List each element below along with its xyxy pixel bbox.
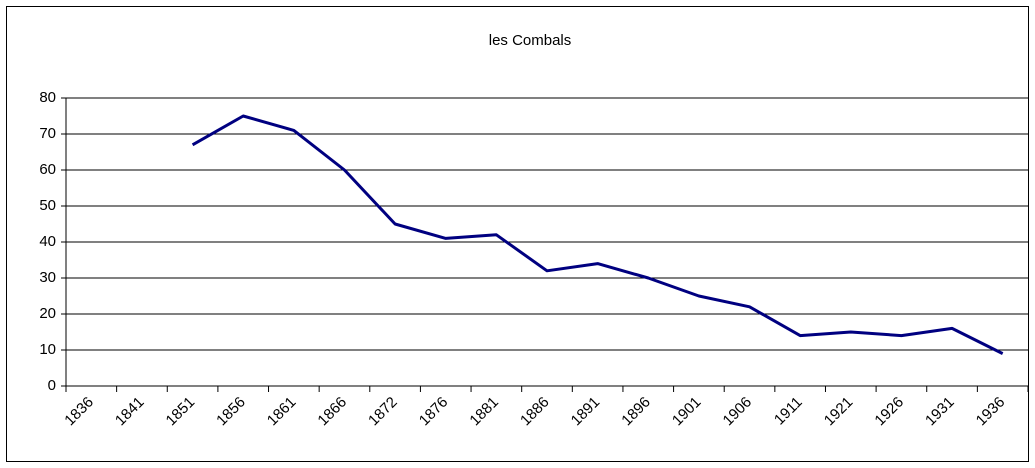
y-tick-label: 70 — [39, 125, 56, 142]
y-tick-label: 30 — [39, 269, 56, 286]
data-line — [191, 114, 1004, 355]
y-tick-label: 80 — [39, 89, 56, 106]
y-tick-label: 40 — [39, 233, 56, 250]
y-tick-label: 60 — [39, 161, 56, 178]
y-tick-label: 10 — [39, 341, 56, 358]
chart-title: les Combals — [489, 32, 572, 49]
y-tick-label: 0 — [48, 377, 56, 394]
chart-frame — [6, 6, 1029, 462]
y-tick-label: 20 — [39, 305, 56, 322]
y-tick-label: 50 — [39, 197, 56, 214]
